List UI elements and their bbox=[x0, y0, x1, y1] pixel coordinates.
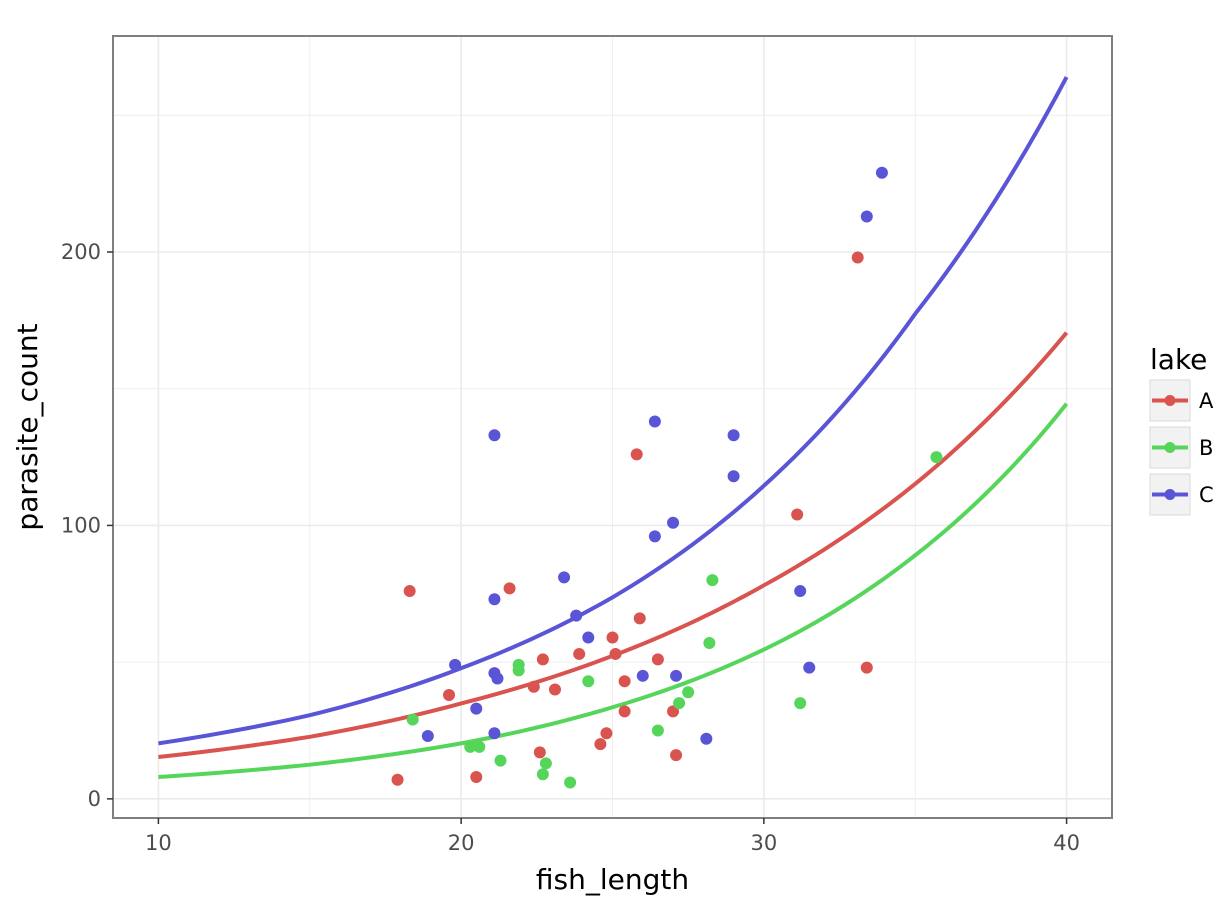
y-tick-label: 100 bbox=[61, 513, 101, 537]
data-point-c bbox=[667, 516, 680, 529]
legend-label-a: A bbox=[1199, 389, 1214, 413]
legend-title: lake bbox=[1150, 343, 1207, 376]
data-point-b bbox=[494, 754, 507, 767]
data-point-c bbox=[794, 585, 807, 598]
data-point-a bbox=[851, 251, 864, 264]
axes: 10 20 30 40 0 100 200 bbox=[61, 240, 1080, 855]
data-point-c bbox=[449, 658, 462, 671]
data-point-c bbox=[875, 166, 888, 179]
legend-label-b: B bbox=[1199, 436, 1213, 460]
data-point-b bbox=[512, 664, 525, 677]
data-point-a bbox=[391, 773, 404, 786]
data-point-a bbox=[594, 738, 607, 751]
data-point-b bbox=[464, 740, 477, 753]
legend-key-point bbox=[1164, 395, 1176, 406]
data-point-b bbox=[582, 675, 595, 688]
legend-key-point bbox=[1164, 489, 1176, 500]
y-tick-label: 200 bbox=[61, 240, 101, 264]
data-point-b bbox=[703, 637, 716, 650]
data-point-a bbox=[791, 508, 804, 521]
data-point-a bbox=[573, 647, 586, 660]
data-point-c bbox=[488, 593, 501, 606]
data-point-c bbox=[648, 530, 661, 543]
y-axis-title: parasite_count bbox=[11, 323, 44, 530]
legend-label-c: C bbox=[1199, 483, 1214, 507]
data-points bbox=[391, 166, 943, 789]
x-tick-label: 20 bbox=[448, 831, 475, 855]
data-point-b bbox=[564, 776, 577, 789]
data-point-c bbox=[670, 669, 683, 682]
data-point-c bbox=[491, 672, 504, 685]
data-point-a bbox=[600, 727, 613, 740]
data-point-b bbox=[682, 686, 695, 699]
data-point-a bbox=[633, 612, 646, 625]
data-point-b bbox=[473, 740, 486, 753]
data-point-a bbox=[667, 705, 680, 718]
data-point-c bbox=[860, 210, 873, 223]
data-point-a bbox=[606, 631, 619, 644]
data-point-a bbox=[443, 688, 456, 701]
data-point-a bbox=[609, 647, 622, 660]
data-point-a bbox=[670, 749, 683, 762]
data-point-c bbox=[582, 631, 595, 644]
data-point-b bbox=[673, 697, 686, 710]
x-tick-label: 30 bbox=[750, 831, 777, 855]
data-point-c bbox=[470, 702, 483, 715]
fit-curve-c bbox=[158, 76, 1069, 746]
data-point-b bbox=[930, 451, 943, 464]
data-point-b bbox=[539, 757, 552, 770]
data-point-a bbox=[860, 661, 873, 674]
data-point-a bbox=[536, 653, 549, 666]
data-point-a bbox=[527, 680, 540, 693]
data-point-a bbox=[503, 582, 516, 595]
data-point-a bbox=[630, 448, 643, 461]
data-point-b bbox=[536, 768, 549, 781]
data-point-b bbox=[706, 574, 719, 587]
data-point-c bbox=[648, 415, 661, 428]
data-point-c bbox=[803, 661, 816, 674]
legend-key-point bbox=[1164, 442, 1176, 453]
x-axis-title: fish_length bbox=[536, 863, 689, 896]
x-tick-label: 40 bbox=[1053, 831, 1080, 855]
data-point-a bbox=[533, 746, 546, 759]
data-point-a bbox=[618, 705, 631, 718]
y-tick-label: 0 bbox=[88, 787, 101, 811]
data-point-c bbox=[570, 609, 583, 622]
data-point-c bbox=[727, 470, 740, 483]
data-point-c bbox=[700, 732, 713, 745]
data-point-b bbox=[406, 713, 419, 726]
data-point-b bbox=[651, 724, 664, 737]
data-point-a bbox=[651, 653, 664, 666]
fit-curve-b bbox=[158, 402, 1069, 779]
data-point-c bbox=[421, 729, 434, 742]
grid-lines bbox=[113, 36, 1112, 818]
data-point-c bbox=[488, 727, 501, 740]
data-point-a bbox=[618, 675, 631, 688]
plot-panel-border bbox=[112, 35, 1113, 819]
data-point-c bbox=[636, 669, 649, 682]
data-point-a bbox=[470, 770, 483, 783]
x-tick-label: 10 bbox=[145, 831, 172, 855]
data-point-a bbox=[403, 585, 416, 598]
data-point-a bbox=[548, 683, 561, 696]
data-point-c bbox=[558, 571, 571, 584]
data-point-c bbox=[727, 429, 740, 442]
data-point-b bbox=[794, 697, 807, 710]
data-point-c bbox=[488, 429, 501, 442]
legend: lake ABC bbox=[1149, 343, 1214, 516]
